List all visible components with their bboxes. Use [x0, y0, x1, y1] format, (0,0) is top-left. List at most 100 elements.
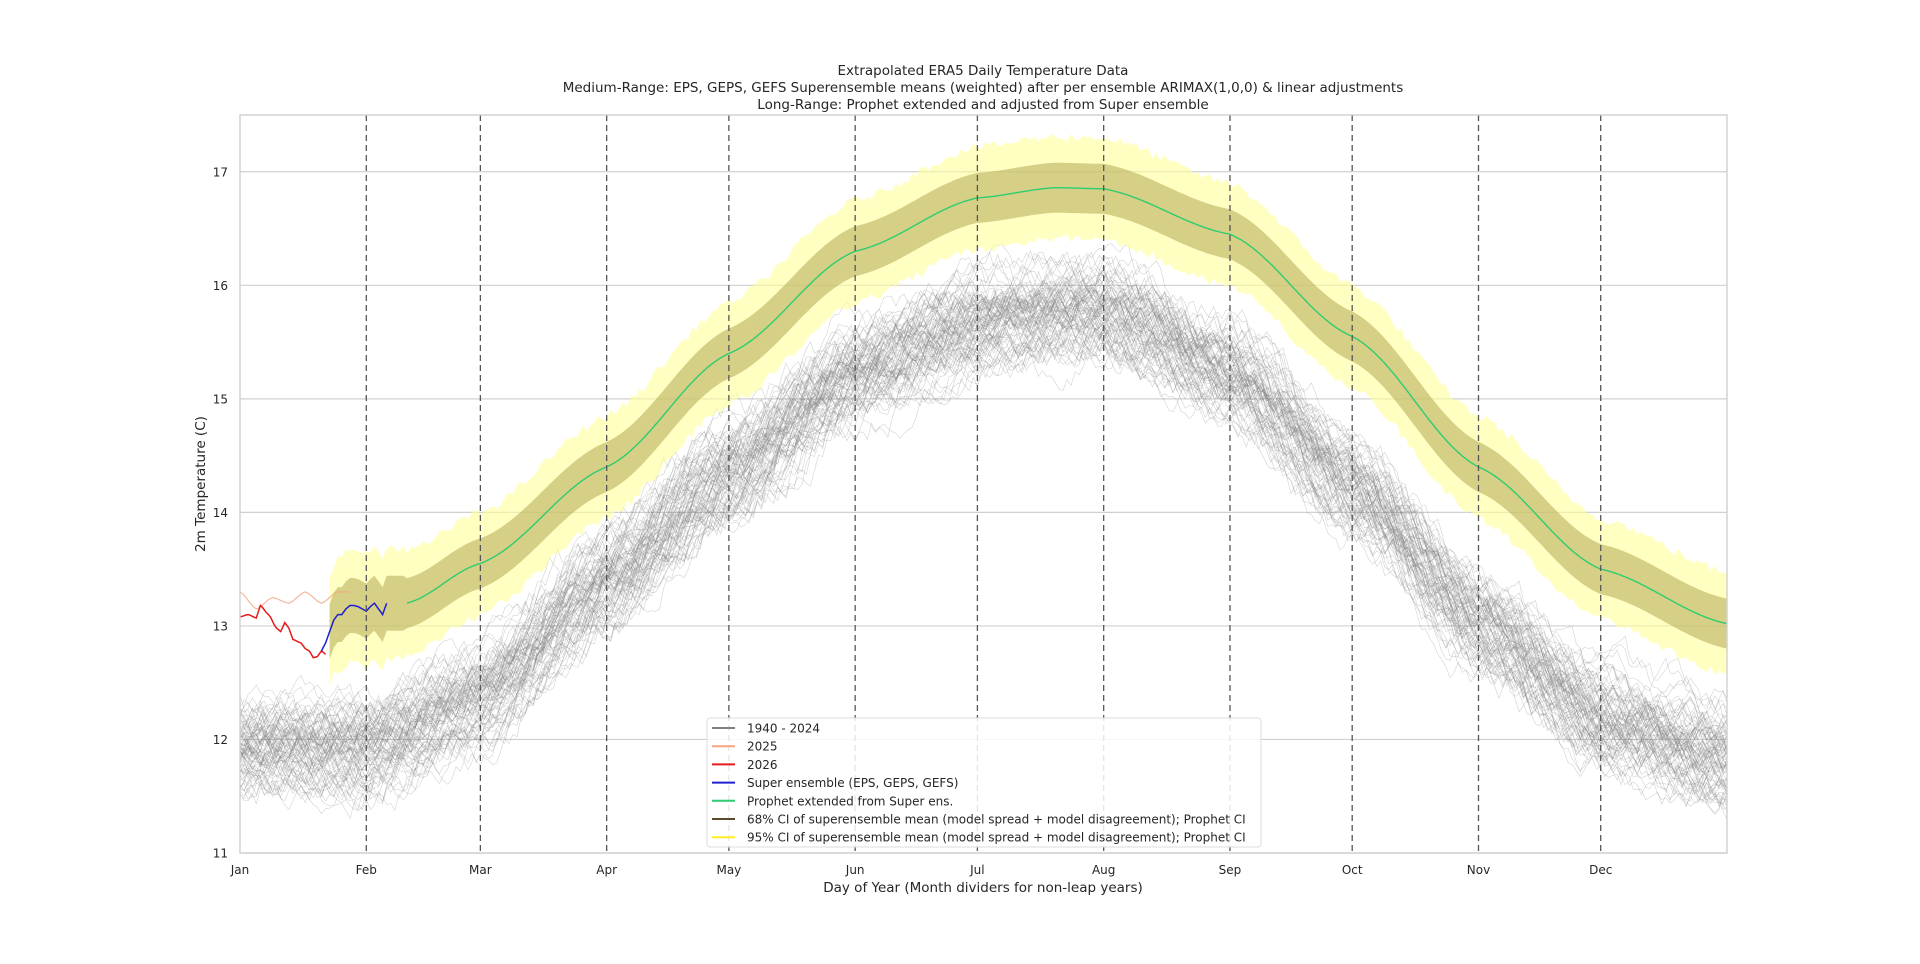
historical-year-line: [239, 254, 1728, 746]
historical-year-line: [239, 280, 1728, 746]
legend-label-0: 1940 - 2024: [747, 722, 820, 736]
historical-year-line: [239, 243, 1728, 733]
historical-year-line: [239, 295, 1728, 790]
historical-year-line: [239, 331, 1728, 812]
historical-year-line: [239, 289, 1728, 776]
legend-label-1: 2025: [747, 740, 778, 754]
legend-label-4: Prophet extended from Super ens.: [747, 794, 953, 808]
historical-year-line: [239, 319, 1728, 799]
historical-year-line: [239, 297, 1728, 779]
x-tick-label-mar: Mar: [469, 863, 492, 877]
tick-labels: 11 12 13 14 15 16 17 Jan Feb Mar Apr May Jun Jul Aug Se…: [213, 165, 1613, 877]
chart-title-line-3: Long-Range: Prophet extended and adjuste…: [757, 97, 1208, 113]
historical-year-line: [239, 251, 1728, 730]
historical-year-line: [239, 286, 1728, 762]
historical-year-line: [239, 299, 1728, 785]
historical-year-line: [239, 261, 1728, 755]
historical-year-line: [239, 286, 1728, 773]
historical-year-line: [239, 297, 1728, 763]
x-tick-label-jan: Jan: [230, 863, 250, 877]
x-tick-label-jun: Jun: [845, 863, 865, 877]
x-tick-label-aug: Aug: [1092, 863, 1115, 877]
super-ensemble-line: [320, 602, 388, 652]
historical-year-line: [239, 336, 1728, 821]
plot-area: [239, 133, 1728, 821]
historical-year-line: [239, 318, 1728, 815]
historical-year-line: [239, 289, 1728, 777]
prophet-line: [406, 186, 1728, 625]
ci95-band: [329, 133, 1728, 687]
series-2026-line: [239, 604, 327, 659]
historical-year-line: [239, 282, 1728, 747]
legend-label-3: Super ensemble (EPS, GEPS, GEFS): [747, 776, 958, 790]
historical-year-line: [239, 285, 1728, 760]
historical-year-line: [239, 285, 1728, 754]
y-tick-label: 11: [213, 847, 228, 861]
historical-year-line: [239, 297, 1728, 780]
y-tick-label: 14: [213, 506, 228, 520]
x-tick-label-sep: Sep: [1219, 863, 1242, 877]
x-tick-label-feb: Feb: [356, 863, 377, 877]
historical-year-line: [239, 267, 1728, 760]
historical-year-line: [239, 288, 1728, 787]
historical-year-line: [239, 324, 1728, 806]
historical-year-line: [239, 252, 1728, 751]
historical-year-line: [239, 284, 1728, 760]
legend-label-6: 95% CI of superensemble mean (model spre…: [747, 831, 1246, 845]
y-axis-label: 2m Temperature (C): [193, 416, 209, 552]
historical-year-line: [239, 288, 1728, 761]
y-tick-label: 16: [213, 279, 228, 293]
historical-year-line: [239, 289, 1728, 793]
historical-year-line: [239, 309, 1728, 810]
legend: 1940 - 2024 2025 2026 Super ensemble (EPS, …: [706, 717, 1262, 848]
y-tick-label: 13: [213, 619, 228, 633]
y-tick-label: 17: [213, 165, 228, 179]
historical-year-line: [239, 275, 1728, 764]
historical-year-line: [239, 289, 1728, 777]
historical-year-line: [239, 272, 1728, 765]
historical-year-line: [239, 296, 1728, 778]
historical-year-line: [239, 259, 1728, 758]
historical-year-line: [239, 328, 1728, 805]
historical-year-line: [239, 314, 1728, 789]
historical-year-line: [239, 243, 1728, 735]
historical-year-line: [239, 292, 1728, 757]
historical-year-line: [239, 278, 1728, 757]
x-tick-label-dec: Dec: [1589, 863, 1612, 877]
historical-year-line: [239, 251, 1728, 727]
historical-year-line: [239, 279, 1728, 774]
x-axis-label: Day of Year (Month dividers for non-leap…: [823, 880, 1143, 896]
historical-year-line: [239, 299, 1728, 769]
historical-year-line: [239, 254, 1728, 753]
chart-title-line-2: Medium-Range: EPS, GEPS, GEFS Superensem…: [563, 80, 1404, 96]
historical-year-line: [239, 294, 1728, 783]
legend-label-5: 68% CI of superensemble mean (model spre…: [747, 813, 1246, 827]
historical-year-line: [239, 285, 1728, 759]
x-tick-label-may: May: [716, 863, 741, 877]
historical-year-line: [239, 292, 1728, 773]
historical-year-line: [239, 279, 1728, 774]
historical-year-line: [239, 323, 1728, 787]
x-tick-label-apr: Apr: [596, 863, 617, 877]
historical-year-line: [239, 322, 1728, 810]
axes-frame: [239, 114, 1728, 854]
series-2025-line: [239, 591, 350, 610]
historical-year-line: [239, 341, 1728, 811]
historical-year-line: [239, 317, 1728, 792]
chart-title-line-1: Extrapolated ERA5 Daily Temperature Data: [838, 63, 1129, 79]
historical-year-line: [239, 290, 1728, 767]
historical-year-line: [239, 266, 1728, 750]
historical-year-line: [239, 304, 1728, 784]
x-tick-label-oct: Oct: [1342, 863, 1363, 877]
historical-year-line: [239, 290, 1728, 771]
legend-box: [706, 717, 1262, 848]
historical-year-line: [239, 265, 1728, 736]
y-tick-label: 12: [213, 733, 228, 747]
historical-year-line: [239, 280, 1728, 789]
historical-year-line: [239, 318, 1728, 804]
historical-year-line: [239, 290, 1728, 767]
y-tick-label: 15: [213, 392, 228, 406]
historical-year-line: [239, 329, 1728, 807]
historical-year-line: [239, 298, 1728, 790]
legend-label-2: 2026: [747, 758, 778, 772]
